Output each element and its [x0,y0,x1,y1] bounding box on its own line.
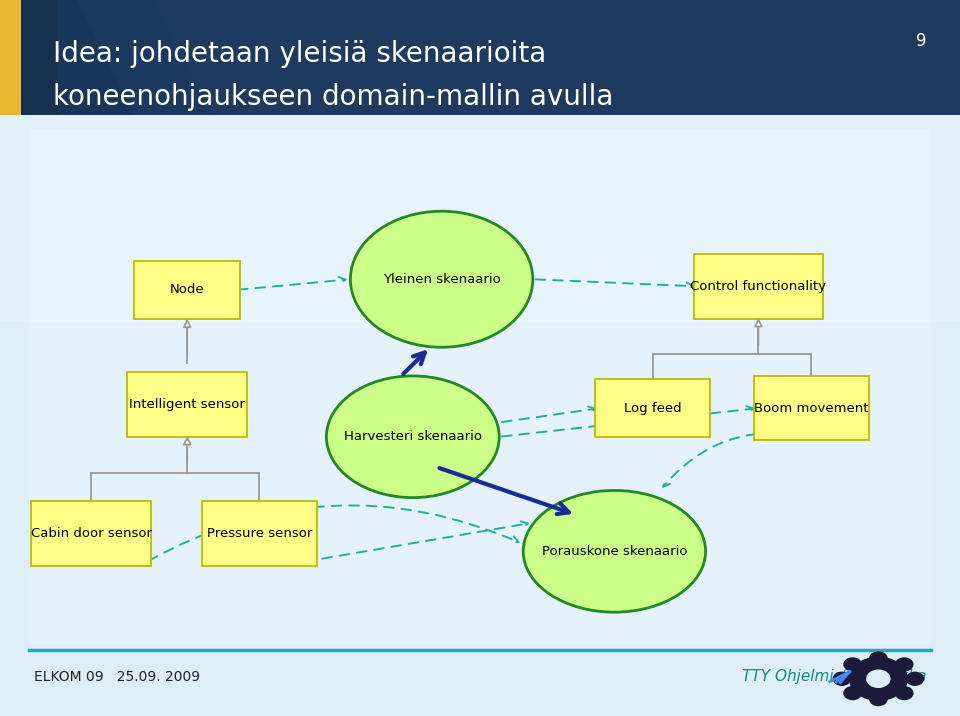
Text: 9: 9 [916,32,926,50]
FancyBboxPatch shape [202,501,317,566]
FancyBboxPatch shape [693,254,824,319]
Circle shape [906,672,924,685]
Circle shape [896,687,913,700]
Text: Idea: johdetaan yleisiä skenaarioita: Idea: johdetaan yleisiä skenaarioita [53,39,546,68]
Circle shape [833,672,851,685]
Circle shape [844,658,861,671]
Text: Cabin door sensor: Cabin door sensor [31,527,152,540]
Ellipse shape [326,376,499,498]
Text: Pressure sensor: Pressure sensor [206,527,312,540]
FancyBboxPatch shape [127,372,248,437]
Bar [0,0,21,115]
Text: Yleinen skenaario: Yleinen skenaario [383,273,500,286]
FancyBboxPatch shape [754,376,869,440]
Circle shape [896,658,913,671]
Bar [0,115,960,716]
Text: Boom movement: Boom movement [754,402,869,415]
Text: Harvesteri skenaario: Harvesteri skenaario [344,430,482,443]
Circle shape [870,652,887,665]
FancyBboxPatch shape [595,379,710,437]
Circle shape [850,657,907,700]
Text: Node: Node [170,284,204,296]
Circle shape [844,687,861,700]
Text: Intelligent sensor: Intelligent sensor [130,398,245,411]
Ellipse shape [350,211,533,347]
Text: ELKOM 09   25.09. 2009: ELKOM 09 25.09. 2009 [34,669,200,684]
Ellipse shape [523,490,706,612]
Text: TTY Ohjelmistotekniikka: TTY Ohjelmistotekniikka [742,669,926,684]
FancyBboxPatch shape [134,261,240,319]
Text: koneenohjaukseen domain-mallin avulla: koneenohjaukseen domain-mallin avulla [53,82,613,111]
Bar [0,115,960,322]
Circle shape [867,670,890,687]
Polygon shape [58,0,211,115]
Text: Porauskone skenaario: Porauskone skenaario [541,545,687,558]
Bar [29,129,931,644]
FancyBboxPatch shape [31,501,151,566]
Text: Control functionality: Control functionality [690,280,827,293]
Polygon shape [21,0,134,115]
Circle shape [870,692,887,705]
Bar [0,0,960,115]
Text: Log feed: Log feed [624,402,682,415]
